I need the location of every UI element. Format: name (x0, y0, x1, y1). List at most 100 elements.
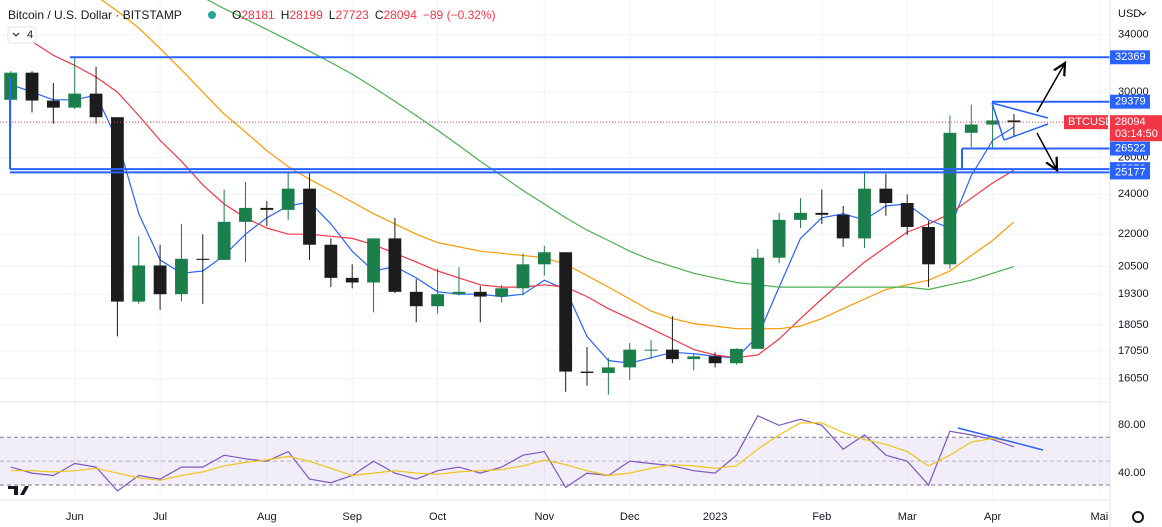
candle-body (89, 93, 103, 118)
candle-body (175, 258, 188, 295)
candle-body (708, 356, 722, 364)
rsi-pane (0, 415, 1110, 492)
level-label-box (1110, 165, 1150, 180)
candle-body (772, 219, 786, 258)
triangle-line (991, 102, 1049, 119)
y-tick-label: 80.00 (1118, 419, 1146, 431)
candle-body (25, 72, 39, 101)
candle-body (452, 291, 466, 295)
candle-body (473, 291, 487, 297)
moving-average (10, 27, 1015, 359)
change-value: −89 (−0.32%) (423, 8, 496, 22)
candle-body (409, 291, 423, 307)
candle-body (879, 188, 893, 204)
y-tick-label: 17050 (1118, 345, 1149, 357)
ohlc-value: 28094 (384, 8, 418, 22)
indicator-toggle[interactable] (7, 26, 37, 44)
arrow-up (1036, 63, 1065, 113)
ohlc-value: 27723 (335, 8, 369, 22)
y-tick-label: 18050 (1118, 319, 1149, 331)
price-value: 28094 (1115, 116, 1146, 128)
x-tick-label: Apr (984, 511, 1001, 523)
y-tick-label: 20500 (1118, 260, 1149, 272)
moving-average (100, 0, 1015, 330)
rsi-trendline (957, 427, 1044, 451)
logo (8, 486, 29, 495)
triangle-line (1003, 123, 1049, 141)
candle-body (217, 221, 231, 260)
chart-header: Bitcoin / U.S. Dollar · BITSTAMP (8, 8, 182, 22)
x-tick-label: Oct (429, 511, 446, 523)
ohlc-key: L (329, 8, 336, 22)
rsi-line (10, 422, 1014, 481)
candle-body (431, 294, 444, 307)
countdown: 03:14:50 (1115, 128, 1158, 140)
candle-body (537, 252, 551, 265)
symbol-box (1064, 115, 1108, 130)
candle-body (601, 367, 615, 373)
status-dot (208, 11, 216, 19)
ohlc-key: C (375, 8, 384, 22)
candle-body (324, 244, 338, 278)
x-tick-label: Mai (1090, 511, 1108, 523)
settings-icon[interactable] (1132, 511, 1144, 523)
plot (0, 0, 1110, 492)
arrow-down (1036, 132, 1057, 170)
chevron-icon (1139, 11, 1147, 16)
candle-body (345, 277, 359, 283)
candle-body (132, 265, 146, 302)
level-label: 29379 (1115, 96, 1146, 108)
x-tick-label: 2023 (703, 511, 727, 523)
y-tick-label: 19300 (1118, 288, 1149, 300)
level-label: 26522 (1115, 142, 1146, 154)
candle-body (922, 226, 935, 265)
x-tick-label: Feb (812, 511, 831, 523)
x-tick-label: Jul (153, 511, 167, 523)
x-tick-label: Mar (898, 511, 917, 523)
symbol-label: BTCUSD (1068, 116, 1113, 128)
level-label: 32369 (1115, 51, 1146, 63)
candle-body (516, 264, 530, 289)
candle-body (153, 265, 167, 295)
ohlc-value: 28199 (289, 8, 323, 22)
y-tick-label: 24000 (1118, 188, 1149, 200)
x-tick-label: Aug (257, 511, 277, 523)
candle-body (388, 238, 402, 292)
candle-body (858, 188, 871, 239)
candle-body (260, 207, 274, 210)
candle-body (367, 238, 380, 283)
ohlc-value: 28181 (241, 8, 275, 22)
price-pane (4, 0, 1021, 395)
candle-body (239, 207, 252, 222)
ohlc-key: O (232, 8, 241, 22)
triangle-line (991, 102, 1005, 141)
candle-body (68, 93, 82, 108)
candle-body (666, 349, 679, 360)
candle-body (196, 258, 210, 260)
y-tick-label: 22000 (1118, 228, 1149, 240)
candle-body (964, 124, 978, 133)
candle-body (495, 288, 509, 297)
ohlc-key: H (281, 8, 290, 22)
candle-body (623, 349, 637, 368)
candle-body (111, 117, 124, 302)
currency-selector[interactable]: USD (1118, 8, 1141, 20)
level-label-box (1110, 94, 1150, 109)
candle-body (836, 214, 850, 239)
candle-body (986, 120, 999, 125)
x-tick-label: Sep (342, 511, 362, 523)
candle-body (580, 371, 594, 373)
candle-body (943, 132, 957, 265)
level-label: 25177 (1115, 166, 1146, 178)
candle-body (794, 212, 807, 220)
level-label-box (1110, 141, 1150, 156)
candle-body (303, 188, 316, 245)
x-tick-label: Dec (620, 511, 640, 523)
x-tick-label: Jun (66, 511, 84, 523)
indicator-count: 4 (27, 29, 33, 41)
candle-body (1007, 120, 1021, 123)
candle-body (900, 203, 914, 227)
y-tick-label: 34000 (1118, 29, 1149, 41)
candle-body (559, 252, 573, 372)
candle-body (46, 100, 60, 108)
